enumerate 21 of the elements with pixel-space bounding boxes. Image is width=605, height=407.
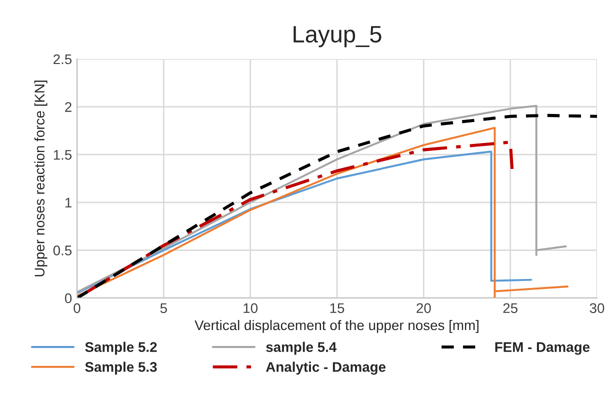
legend-label: FEM - Damage xyxy=(495,342,590,355)
legend-label: Analytic - Damage xyxy=(266,362,386,375)
x-tick-label: 10 xyxy=(244,303,258,314)
y-tick-label: 2.5 xyxy=(54,54,72,64)
y-tick-label: 1 xyxy=(65,198,72,208)
x-tick-label: 15 xyxy=(330,303,344,314)
x-tick-label: 20 xyxy=(416,303,431,314)
y-axis-title: Upper noses reaction force [KN] xyxy=(34,80,48,276)
x-tick-label: 25 xyxy=(503,303,518,314)
legend-label: Sample 5.2 xyxy=(85,342,157,355)
x-tick-label: 0 xyxy=(74,303,80,314)
y-tick-label: 2 xyxy=(65,102,72,112)
y-tick-label: 0 xyxy=(64,293,72,304)
x-axis-title: Vertical displacement of the upper noses [mm] xyxy=(194,320,478,333)
x-tick-label: 30 xyxy=(590,303,604,314)
legend-label: Sample 5.3 xyxy=(85,362,157,375)
legend-label: sample 5.4 xyxy=(266,342,337,355)
y-tick-label: 1.5 xyxy=(54,150,72,160)
y-tick-label: 0.5 xyxy=(53,246,72,256)
chart-title: Layup_5 xyxy=(294,26,382,48)
x-tick-label: 5 xyxy=(160,303,167,314)
